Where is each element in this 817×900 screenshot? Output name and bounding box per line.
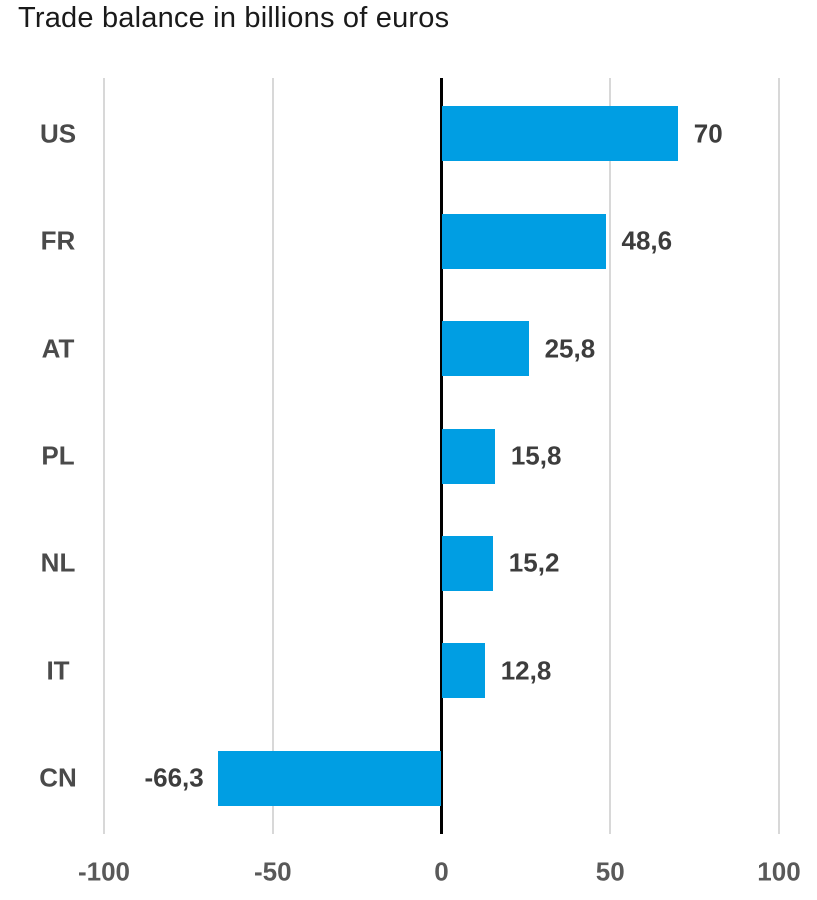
value-label: 12,8 bbox=[500, 655, 552, 686]
value-label: 15,2 bbox=[508, 547, 560, 578]
x-tick-label: 50 bbox=[595, 856, 625, 887]
gridline bbox=[103, 78, 105, 834]
bar bbox=[441, 535, 493, 591]
value-label: 15,8 bbox=[510, 440, 562, 471]
category-label: CN bbox=[39, 762, 77, 793]
bar bbox=[441, 321, 529, 377]
gridline bbox=[271, 78, 274, 834]
value-label: -66,3 bbox=[144, 762, 204, 793]
x-tick-label: -50 bbox=[253, 856, 292, 887]
category-label: US bbox=[39, 118, 77, 149]
category-label: FR bbox=[40, 225, 76, 256]
gridline bbox=[778, 78, 780, 834]
value-label: 70 bbox=[693, 118, 723, 149]
category-label: AT bbox=[41, 333, 75, 364]
gridline bbox=[609, 78, 612, 834]
value-label: 48,6 bbox=[621, 225, 673, 256]
category-label: NL bbox=[40, 547, 76, 578]
bar bbox=[441, 213, 606, 269]
bar bbox=[217, 750, 442, 806]
chart-title: Trade balance in billions of euros bbox=[18, 2, 450, 34]
bar bbox=[441, 643, 485, 699]
category-label: PL bbox=[41, 440, 75, 471]
x-tick-label: 0 bbox=[434, 856, 449, 887]
bar bbox=[441, 428, 495, 484]
category-label: IT bbox=[46, 655, 70, 686]
x-tick-label: -100 bbox=[77, 856, 131, 887]
value-label: 25,8 bbox=[544, 333, 596, 364]
x-tick-label: 100 bbox=[757, 856, 801, 887]
bar bbox=[441, 106, 678, 162]
